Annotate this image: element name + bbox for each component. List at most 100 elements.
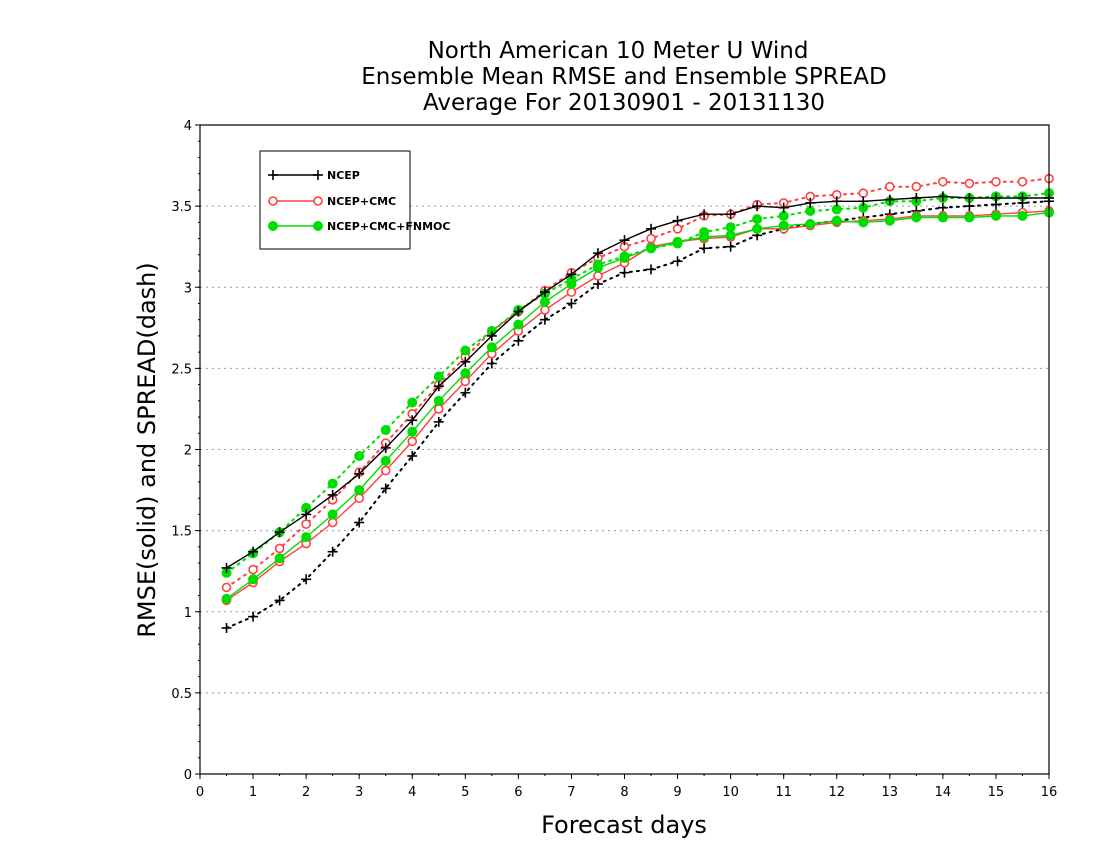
- spread-line-ncep-cmc: [225, 177, 1050, 589]
- x-tick-label: 4: [408, 785, 416, 800]
- rmse-point-ncep-cmc-fnmoc: [221, 593, 232, 604]
- x-tick-label: 15: [988, 785, 1005, 800]
- rmse-point-ncep-cmc-fnmoc: [566, 279, 577, 290]
- y-tick-label: 3: [184, 281, 192, 296]
- rmse-point-ncep-cmc-fnmoc: [1017, 210, 1028, 221]
- rmse-point-ncep-cmc-fnmoc: [539, 296, 550, 307]
- rmse-point-ncep-cmc-fnmoc: [990, 210, 1001, 221]
- rmse-point-ncep-cmc: [433, 404, 444, 414]
- rmse-point-ncep: [990, 193, 1001, 204]
- rmse-point-ncep-cmc-fnmoc: [380, 455, 391, 466]
- spread-point-ncep-cmc: [991, 176, 1001, 187]
- x-tick-label: 9: [673, 785, 681, 800]
- spread-point-ncep-cmc: [221, 582, 232, 593]
- rmse-point-ncep: [433, 381, 444, 392]
- spread-point-ncep-cmc: [885, 181, 895, 192]
- spread-point-ncep-cmc: [911, 181, 922, 192]
- rmse-point-ncep: [672, 215, 683, 226]
- legend-item-ncep-cmc: NCEP+CMC: [268, 195, 396, 208]
- y-tick-label: 1.5: [171, 525, 192, 540]
- rmse-point-ncep: [964, 193, 975, 204]
- spread-point-ncep: [301, 574, 312, 585]
- legend-item-ncep-cmc-fnmoc: NCEP+CMC+FNMOC: [268, 220, 450, 233]
- chart-title: North American 10 Meter U Wind Ensemble …: [361, 38, 886, 116]
- rmse-point-ncep: [301, 509, 312, 520]
- legend-marker-end: [313, 196, 323, 206]
- legend-marker-start: [268, 196, 278, 206]
- legend-marker-end: [313, 170, 323, 180]
- rmse-point-ncep-cmc: [380, 465, 391, 476]
- legend-label: NCEP+CMC+FNMOC: [327, 220, 450, 233]
- x-tick-label: 3: [355, 785, 363, 800]
- y-tick-label: 4: [184, 119, 192, 134]
- y-tick-label: 1: [184, 606, 192, 621]
- x-tick-label: 2: [302, 785, 310, 800]
- rmse-point-ncep-cmc-fnmoc: [778, 220, 789, 231]
- spread-point-ncep-cmc: [858, 188, 869, 198]
- rmse-point-ncep: [858, 196, 869, 207]
- x-tick-label: 13: [882, 785, 899, 800]
- spread-point-ncep: [433, 416, 444, 427]
- rmse-point-ncep: [407, 415, 418, 426]
- rmse-point-ncep-cmc-fnmoc: [248, 574, 259, 585]
- rmse-point-ncep-cmc-fnmoc: [964, 212, 975, 223]
- x-tick-label: 12: [828, 785, 845, 800]
- rmse-point-ncep-cmc-fnmoc: [699, 231, 710, 242]
- spread-point-ncep-cmc: [646, 233, 656, 244]
- rmse-point-ncep: [327, 489, 338, 500]
- rmse-point-ncep: [566, 269, 577, 280]
- spread-point-ncep: [248, 611, 259, 622]
- rmse-point-ncep: [221, 562, 232, 573]
- x-tick-label: 0: [196, 785, 204, 800]
- rmse-point-ncep-cmc: [327, 517, 338, 528]
- rmse-point-ncep-cmc-fnmoc: [619, 253, 630, 264]
- spread-point-ncep: [566, 298, 577, 309]
- legend-item-ncep: NCEP: [268, 169, 360, 182]
- legend-box: [259, 150, 411, 250]
- rmse-point-ncep: [831, 196, 842, 207]
- rmse-point-ncep-cmc-fnmoc: [274, 553, 285, 564]
- spread-point-ncep-cmc: [672, 224, 683, 234]
- x-tick-label: 8: [620, 785, 628, 800]
- axis-ticks: 00.511.522.533.540 1 2 3 4 5 6 7 8 9 10 11 12 13 14 15 1…: [171, 119, 1057, 800]
- rmse-point-ncep: [725, 209, 736, 220]
- rmse-point-ncep-cmc: [540, 305, 550, 315]
- rmse-point-ncep-cmc-fnmoc: [592, 262, 603, 273]
- spread-point-ncep: [407, 450, 418, 461]
- rmse-point-ncep-cmc-fnmoc: [937, 212, 948, 223]
- legend-marker-start: [268, 170, 278, 180]
- spread-line-ncep: [225, 200, 1050, 629]
- title-line-1: North American 10 Meter U Wind: [428, 38, 809, 64]
- spread-point-ncep: [539, 314, 550, 325]
- spread-point-ncep: [513, 335, 524, 346]
- legend-label: NCEP+CMC: [327, 195, 396, 208]
- x-tick-label: 16: [1041, 785, 1058, 800]
- y-axis-title: RMSE(solid) and SPREAD(dash): [133, 262, 161, 638]
- rmse-point-ncep-cmc-fnmoc: [831, 215, 842, 226]
- series-ncep-cmc-fnmoc-rmse: [221, 207, 1054, 604]
- rmse-line-ncep-cmc: [226, 210, 1050, 601]
- rmse-point-ncep: [486, 330, 497, 341]
- spread-point-ncep-cmc: [274, 543, 285, 554]
- rmse-point-ncep-cmc-fnmoc: [327, 509, 338, 520]
- spread-point-ncep: [672, 256, 683, 267]
- spread-point-ncep-cmc: [964, 178, 975, 189]
- rmse-point-ncep-cmc: [566, 287, 577, 297]
- rmse-point-ncep-cmc-fnmoc: [433, 395, 444, 406]
- series-ncep-spread: [221, 196, 1054, 633]
- spread-point-ncep-cmc-fnmoc: [380, 425, 391, 436]
- rmse-point-ncep-cmc: [407, 436, 418, 447]
- spread-point-ncep: [327, 546, 338, 557]
- rmse-point-ncep: [646, 223, 657, 234]
- rmse-point-ncep-cmc-fnmoc: [752, 223, 763, 234]
- rmse-point-ncep-cmc-fnmoc: [513, 319, 524, 330]
- rmse-point-ncep-cmc: [593, 271, 603, 281]
- spread-point-ncep-cmc-fnmoc: [327, 478, 338, 489]
- rmse-point-ncep-cmc-fnmoc: [301, 532, 312, 543]
- series-layer: [221, 173, 1054, 633]
- legend-label: NCEP: [327, 169, 360, 182]
- rmse-point-ncep: [805, 197, 816, 208]
- rmse-point-ncep-cmc-fnmoc: [672, 236, 683, 247]
